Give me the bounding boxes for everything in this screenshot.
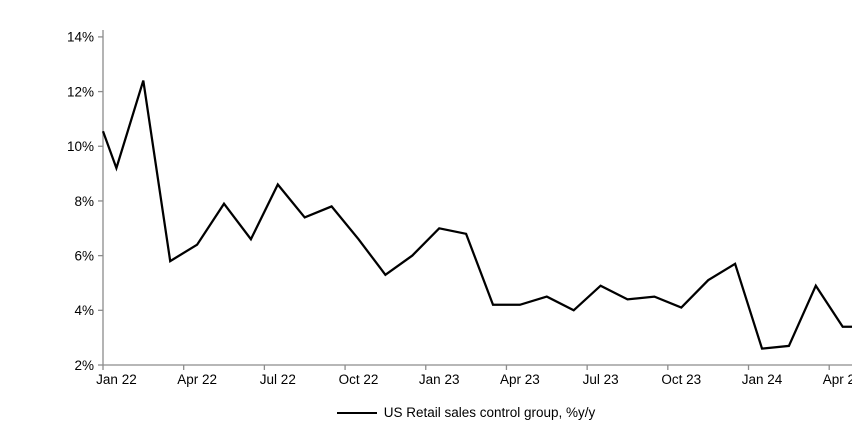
y-tick-label: 4% — [74, 303, 94, 318]
x-tick-label: Jan 24 — [742, 372, 783, 387]
x-tick-label: Apr 22 — [177, 372, 217, 387]
y-tick-label: 6% — [74, 248, 94, 263]
y-tick-label: 8% — [74, 194, 94, 209]
x-tick-label: Jan 23 — [419, 372, 460, 387]
x-tick-label: Jul 22 — [260, 372, 296, 387]
retail-sales-line-chart: 14% 12% 10% 8% 6% 4% 2% Jan 22 Apr 22 Jul 22 Oct 2… — [40, 16, 852, 439]
y-tick-label: 2% — [74, 358, 94, 373]
x-tick-label: Jul 23 — [583, 372, 619, 387]
x-tick-label: Oct 22 — [339, 372, 379, 387]
legend-line-sample-icon — [336, 411, 377, 414]
y-tick-label: 14% — [67, 30, 94, 45]
legend-label: US Retail sales control group, %y/y — [383, 405, 596, 420]
x-tick-label: Apr 23 — [500, 372, 540, 387]
x-tick-label: Apr 24 — [823, 372, 852, 387]
y-tick-label: 10% — [67, 139, 94, 154]
x-tick-label: Oct 23 — [661, 372, 701, 387]
y-tick-label: 12% — [67, 84, 94, 99]
line-chart-canvas: 14% 12% 10% 8% 6% 4% 2%Jan 22 Apr 22 Jul 22 Oct 2… — [67, 30, 852, 387]
chart-legend: US Retail sales control group, %y/y — [40, 405, 852, 420]
series-line — [101, 80, 852, 350]
x-tick-label: Jan 22 — [96, 372, 137, 387]
